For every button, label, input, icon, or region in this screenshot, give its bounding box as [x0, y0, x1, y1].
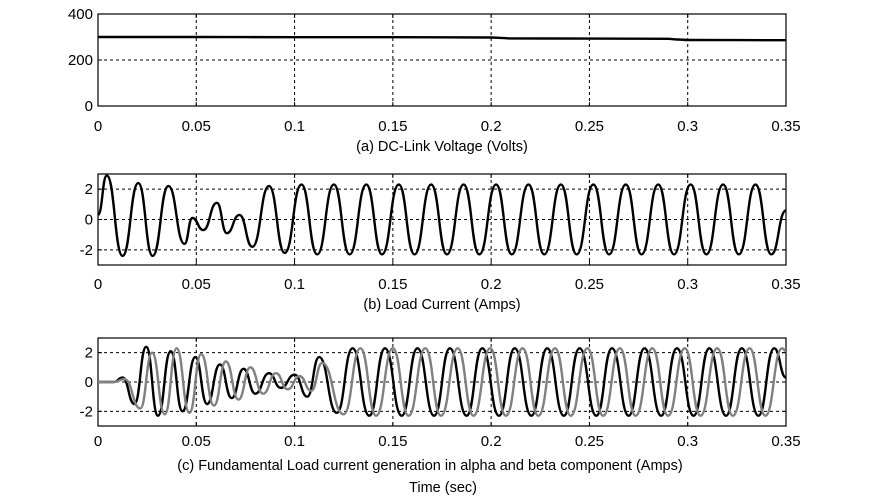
x-tick-label: 0.35 — [771, 276, 800, 293]
panel-caption: (b) Load Current (Amps) — [363, 297, 520, 313]
y-tick-label: 0 — [85, 212, 93, 229]
x-tick-label: 0.15 — [378, 118, 407, 135]
x-tick-label: 0 — [94, 276, 102, 293]
y-tick-label: -2 — [80, 403, 93, 420]
x-tick-label: 0.05 — [182, 276, 211, 293]
x-tick-label: 0.2 — [481, 433, 502, 450]
y-tick-label: -2 — [80, 242, 93, 259]
x-tick-label: 0.3 — [677, 433, 698, 450]
series-line-gray — [98, 347, 787, 417]
x-tick-label: 0.1 — [284, 433, 305, 450]
x-tick-label: 0.35 — [771, 118, 800, 135]
x-tick-label: 0.25 — [575, 433, 604, 450]
x-tick-label: 0 — [94, 118, 102, 135]
panel-dc-link-voltage: 0 0.05 0.1 0.15 0.2 0.25 0.3 0.35 0 200 400 (a) DC-… — [68, 6, 801, 155]
x-tick-label: 0.05 — [182, 433, 211, 450]
x-axis-title: Time (sec) — [409, 480, 477, 496]
x-tick-label: 0.15 — [378, 276, 407, 293]
x-tick-label: 0.25 — [575, 118, 604, 135]
x-tick-label: 0.2 — [481, 276, 502, 293]
x-tick-label: 0 — [94, 433, 102, 450]
y-tick-label: 0 — [85, 98, 93, 115]
y-tick-label: 0 — [85, 374, 93, 391]
x-tick-label: 0.1 — [284, 118, 305, 135]
x-tick-label: 0.15 — [378, 433, 407, 450]
y-tick-label: 200 — [68, 52, 93, 69]
x-tick-label: 0.3 — [677, 118, 698, 135]
series-line-black — [98, 345, 787, 417]
x-tick-label: 0.1 — [284, 276, 305, 293]
series-line-black — [96, 174, 788, 258]
y-tick-label: 400 — [68, 6, 93, 23]
panel-load-current: 0 0.05 0.1 0.15 0.2 0.25 0.3 0.35-202(b) Load C… — [80, 173, 801, 313]
x-tick-label: 0.35 — [771, 433, 800, 450]
panel-caption: (c) Fundamental Load current generation … — [177, 458, 682, 474]
panel-caption: (a) DC-Link Voltage (Volts) — [356, 139, 528, 155]
panel-fundamental-load-current: 0 0.05 0.1 0.15 0.2 0.25 0.3 0.35-202(c) Fundam… — [80, 337, 801, 474]
x-tick-label: 0.05 — [182, 118, 211, 135]
x-tick-label: 0.2 — [481, 118, 502, 135]
series-line-black — [98, 35, 787, 42]
y-tick-label: 2 — [85, 345, 93, 362]
y-tick-label: 2 — [85, 181, 93, 198]
x-tick-label: 0.3 — [677, 276, 698, 293]
x-tick-label: 0.25 — [575, 276, 604, 293]
